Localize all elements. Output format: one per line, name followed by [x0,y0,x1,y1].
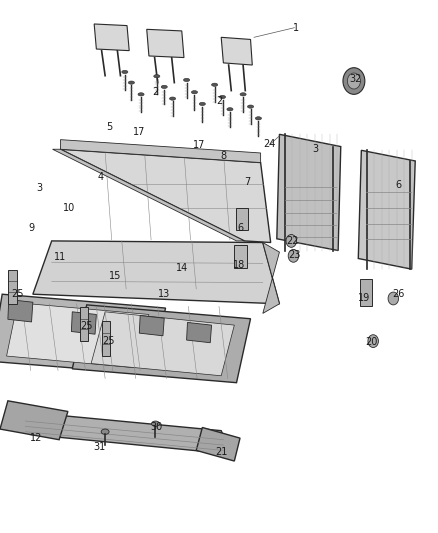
Text: 2: 2 [216,96,222,106]
Text: 24: 24 [263,139,276,149]
Ellipse shape [255,117,261,120]
Polygon shape [139,316,164,336]
Ellipse shape [122,70,128,74]
Text: 8: 8 [220,151,226,160]
Polygon shape [8,270,17,304]
Polygon shape [358,150,415,269]
Polygon shape [236,208,248,230]
Text: 12: 12 [30,433,42,443]
Ellipse shape [219,95,226,99]
Polygon shape [8,300,33,322]
Text: 1: 1 [293,23,299,33]
Text: 25: 25 [102,336,115,346]
Polygon shape [18,411,231,454]
Polygon shape [221,37,252,65]
Text: 3: 3 [36,183,42,192]
Text: 26: 26 [392,289,405,299]
Text: 2: 2 [152,87,159,96]
Text: 7: 7 [244,177,251,187]
Circle shape [288,249,299,262]
Polygon shape [102,321,110,356]
Polygon shape [91,312,234,376]
Text: 17: 17 [193,140,205,150]
Polygon shape [53,149,244,241]
Text: 30: 30 [151,423,163,432]
Ellipse shape [199,102,205,106]
Ellipse shape [161,85,167,88]
Polygon shape [80,307,88,341]
Polygon shape [60,149,271,243]
Ellipse shape [247,105,254,108]
Polygon shape [0,294,166,374]
Text: 11: 11 [54,252,67,262]
Text: 20: 20 [365,337,378,347]
Circle shape [388,292,399,305]
Ellipse shape [240,93,246,96]
Circle shape [343,68,365,94]
Polygon shape [7,303,149,368]
Polygon shape [72,305,251,383]
Polygon shape [234,245,247,268]
Ellipse shape [128,81,134,84]
Text: 15: 15 [109,271,121,280]
Polygon shape [187,322,212,343]
Text: 25: 25 [11,289,24,299]
Text: 17: 17 [133,127,145,137]
Text: 32: 32 [350,74,362,84]
Polygon shape [360,279,372,306]
Text: 23: 23 [288,250,300,260]
Text: 14: 14 [176,263,188,272]
Ellipse shape [101,429,109,434]
Polygon shape [196,427,240,461]
Text: 31: 31 [94,442,106,451]
Ellipse shape [184,78,190,82]
Text: 6: 6 [238,223,244,232]
Polygon shape [0,401,68,440]
Ellipse shape [212,83,218,86]
Text: 21: 21 [215,447,227,457]
Polygon shape [147,29,184,58]
Polygon shape [33,241,279,304]
Circle shape [368,335,378,348]
Ellipse shape [138,93,144,96]
Text: 19: 19 [358,294,371,303]
Polygon shape [60,140,261,163]
Text: 25: 25 [81,321,93,331]
Text: 3: 3 [312,144,318,154]
Text: 5: 5 [106,122,113,132]
Text: 9: 9 [28,223,35,233]
Text: 4: 4 [98,172,104,182]
Text: 18: 18 [233,261,245,270]
Text: 10: 10 [63,203,75,213]
Text: 13: 13 [158,289,170,299]
Ellipse shape [152,421,159,426]
Polygon shape [263,243,279,313]
Text: 22: 22 [286,236,299,246]
Ellipse shape [154,75,160,78]
Circle shape [286,235,297,247]
Polygon shape [94,24,129,51]
Polygon shape [71,312,96,334]
Polygon shape [277,134,341,251]
Ellipse shape [170,97,176,100]
Ellipse shape [227,108,233,111]
Circle shape [347,73,360,89]
Ellipse shape [191,91,198,94]
Text: 6: 6 [396,181,402,190]
